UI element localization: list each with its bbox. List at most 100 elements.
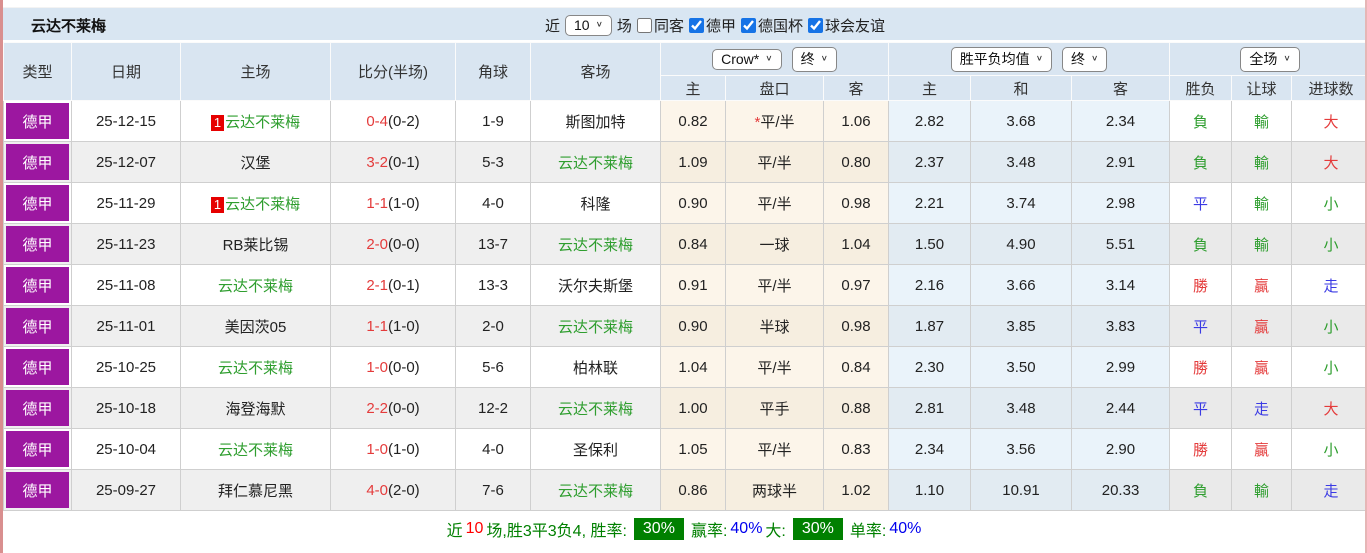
home-team-cell: 海登海默	[180, 387, 331, 429]
score-cell: 4-0(2-0)	[330, 469, 456, 511]
asian-away-odds-cell: 1.04	[822, 223, 890, 265]
handicap-line-cell: 半球	[725, 305, 824, 347]
goals-result-cell: 走	[1291, 264, 1365, 306]
handicap-line-cell: 两球半	[725, 469, 824, 511]
handicap-line: 平/半	[757, 441, 792, 459]
asian-away-odds-cell: 0.98	[822, 182, 890, 224]
score-cell: 2-1(0-1)	[330, 264, 456, 306]
recent-count-select[interactable]: 10 ∨	[565, 14, 612, 36]
handicap-result-value: 輸	[1254, 154, 1270, 172]
bundesliga-checkbox[interactable]	[688, 17, 704, 33]
avg-draw-odds-cell: 3.74	[970, 182, 1073, 224]
avg-draw-odds-cell: 3.66	[970, 264, 1073, 306]
col-header-type: 类型	[3, 42, 72, 101]
summary-win-label: 赢率:	[690, 523, 728, 540]
goals-result-value: 小	[1323, 318, 1339, 336]
asian-away-odds-cell: 0.83	[822, 428, 890, 470]
avg-draw-odds-cell: 10.91	[970, 469, 1073, 511]
avg-home-odds-cell: 2.30	[888, 346, 972, 388]
handicap-result-cell: 輸	[1231, 469, 1293, 511]
dfb-cup-checkbox[interactable]	[740, 17, 756, 33]
result-value: 平	[1193, 195, 1209, 213]
col-header-corner: 角球	[455, 42, 531, 101]
summary-big-label: 大:	[765, 523, 786, 540]
table-row: 德甲 25-10-18 海登海默 2-2(0-0) 12-2 云达不莱梅 1.00 平手 0.8…	[3, 387, 1365, 429]
league-filter-label: 德国杯	[757, 17, 803, 35]
result-value: 勝	[1193, 441, 1209, 459]
summary-recent-count: 10	[465, 520, 484, 537]
avg-away-odds-cell: 2.98	[1071, 182, 1171, 224]
recent-label: 近	[545, 17, 561, 35]
home-team-cell: 美因茨05	[180, 305, 331, 347]
score-cell: 1-0(1-0)	[330, 428, 456, 470]
goals-result-cell: 小	[1291, 346, 1365, 388]
league-cell: 德甲	[3, 469, 72, 511]
table-row: 德甲 25-11-08 云达不莱梅 2-1(0-1) 13-3 沃尔夫斯堡 0.91 平/半 0…	[3, 264, 1365, 306]
home-team-name: 云达不莱梅	[225, 195, 301, 213]
avg-draw-odds-cell: 3.85	[970, 305, 1073, 347]
asian-home-odds-cell: 1.04	[660, 346, 726, 388]
table-row: 德甲 25-10-25 云达不莱梅 1-0(0-0) 5-6 柏林联 1.04 平/半 0.84…	[3, 346, 1365, 388]
fulltime-score: 1-0	[366, 358, 388, 376]
league-filter-bundesliga[interactable]: 德甲	[688, 15, 736, 36]
goals-result-cell: 小	[1291, 223, 1365, 265]
avg-away-odds-cell: 3.14	[1071, 264, 1171, 306]
result-value: 勝	[1193, 359, 1209, 377]
odds-time-select[interactable]: 终 ∨	[791, 46, 837, 72]
handicap-result-value: 輸	[1254, 113, 1270, 131]
friendly-checkbox[interactable]	[807, 17, 823, 33]
league-badge: 德甲	[6, 226, 69, 262]
league-badge: 德甲	[6, 349, 69, 385]
league-cell: 德甲	[3, 387, 72, 429]
bookmaker-select[interactable]: Crow* ∨	[712, 48, 782, 70]
handicap-line-cell: 平/半	[725, 264, 824, 306]
away-team-name: 云达不莱梅	[557, 482, 633, 500]
avg-draw-odds-cell: 3.56	[970, 428, 1073, 470]
table-row: 德甲 25-12-07 汉堡 3-2(0-1) 5-3 云达不莱梅 1.09 平/半 0.80 2…	[3, 141, 1365, 183]
handicap-result-value: 輸	[1254, 482, 1270, 500]
score-cell: 1-1(1-0)	[330, 182, 456, 224]
asian-home-odds-cell: 0.84	[660, 223, 726, 265]
away-team-name: 云达不莱梅	[557, 400, 633, 418]
league-filter-dfb-cup[interactable]: 德国杯	[740, 15, 803, 36]
goals-result-cell: 大	[1291, 387, 1365, 429]
asian-away-odds-cell: 1.06	[822, 100, 890, 142]
home-team-name: 汉堡	[240, 154, 271, 172]
subheader-avg-draw: 和	[970, 75, 1073, 101]
handicap-line-cell: 平/半	[725, 346, 824, 388]
same-venue-checkbox[interactable]	[636, 17, 652, 33]
asian-home-odds-cell: 1.05	[660, 428, 726, 470]
asian-away-odds-cell: 0.84	[822, 346, 890, 388]
result-value: 負	[1193, 154, 1209, 172]
asian-away-odds-cell: 0.98	[822, 305, 890, 347]
fulltime-select[interactable]: 全场 ∨	[1240, 46, 1300, 72]
league-filter-friendly[interactable]: 球会友谊	[807, 15, 885, 36]
handicap-result-cell: 輸	[1231, 223, 1293, 265]
table-row: 德甲 25-11-01 美因茨05 1-1(1-0) 2-0 云达不莱梅 0.90 半球 0.9…	[3, 305, 1365, 347]
asian-home-odds-cell: 0.86	[660, 469, 726, 511]
goals-result-cell: 大	[1291, 141, 1365, 183]
same-venue-filter[interactable]: 同客	[636, 15, 684, 36]
avg-home-odds-cell: 2.37	[888, 141, 972, 183]
subheader-result: 胜负	[1169, 75, 1233, 101]
handicap-line: 平/半	[757, 154, 792, 172]
asian-away-odds-cell: 1.02	[822, 469, 890, 511]
avg-time-select[interactable]: 终 ∨	[1062, 46, 1108, 72]
fulltime-score: 2-2	[366, 399, 388, 417]
summary-bar: 近 10 场,胜3平3负4, 胜率: 30% 赢率: 40% 大: 30% 单率: 40…	[3, 511, 1365, 547]
title-bar: 云达不莱梅 近 10 ∨ 场 同客 德甲 德国杯 球会友谊	[3, 8, 1365, 42]
home-team-name: 拜仁慕尼黑	[217, 482, 293, 500]
league-badge: 德甲	[6, 267, 69, 303]
result-cell: 負	[1169, 100, 1233, 142]
handicap-result-cell: 贏	[1231, 428, 1293, 470]
big-rate-badge: 30%	[792, 518, 843, 540]
corner-cell: 4-0	[455, 182, 531, 224]
handicap-result-value: 贏	[1254, 277, 1270, 295]
avg-odds-select[interactable]: 胜平负均值 ∨	[950, 46, 1053, 72]
asian-home-odds-cell: 0.90	[660, 305, 726, 347]
page-title: 云达不莱梅	[31, 18, 107, 35]
handicap-line: 平/半	[757, 277, 792, 295]
avg-home-odds-cell: 2.81	[888, 387, 972, 429]
fulltime-score: 2-1	[366, 276, 388, 294]
away-team-cell: 沃尔夫斯堡	[530, 264, 661, 306]
